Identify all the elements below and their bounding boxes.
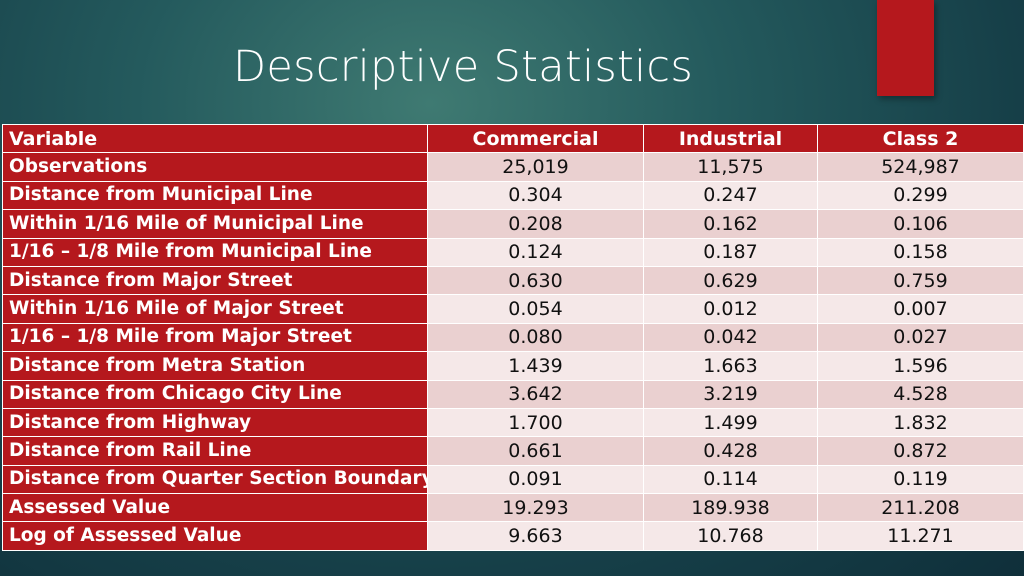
- class-2-value: 1.832: [817, 407, 1024, 438]
- row-label: Distance from Chicago City Line: [2, 379, 428, 409]
- table-row: Assessed Value 19.293 189.938 211.208: [2, 493, 1024, 523]
- header-industrial: Industrial: [643, 123, 818, 154]
- table-row: 1/16 – 1/8 Mile from Major Street 0.080 0.…: [2, 322, 1024, 353]
- industrial-value: 0.629: [643, 265, 818, 296]
- class-2-value: 0.027: [817, 322, 1024, 353]
- industrial-value: 0.247: [643, 180, 818, 211]
- row-label: Assessed Value: [2, 493, 428, 523]
- commercial-value: 9.663: [427, 521, 644, 551]
- row-label: Distance from Major Street: [2, 265, 428, 296]
- industrial-value: 189.938: [643, 493, 818, 523]
- row-label: Within 1/16 Mile of Major Street: [2, 294, 428, 324]
- row-label: 1/16 – 1/8 Mile from Major Street: [2, 322, 428, 353]
- row-label: Distance from Rail Line: [2, 436, 428, 466]
- accent-bar: [877, 0, 934, 96]
- commercial-value: 1.439: [427, 351, 644, 381]
- table-row: Within 1/16 Mile of Municipal Line 0.208 0…: [2, 209, 1024, 239]
- slide-title: Descriptive Statistics: [233, 42, 694, 92]
- industrial-value: 0.042: [643, 322, 818, 353]
- table-row: Distance from Major Street 0.630 0.629 0.75…: [2, 265, 1024, 296]
- class-2-value: 1.596: [817, 351, 1024, 381]
- row-label: Within 1/16 Mile of Municipal Line: [2, 209, 428, 239]
- row-label: Distance from Quarter Section Boundary: [2, 464, 428, 495]
- table-row: Distance from Metra Station 1.439 1.663 1.5…: [2, 351, 1024, 381]
- industrial-value: 3.219: [643, 379, 818, 409]
- commercial-value: 0.661: [427, 436, 644, 466]
- row-label: Distance from Municipal Line: [2, 180, 428, 211]
- commercial-value: 3.642: [427, 379, 644, 409]
- industrial-value: 1.499: [643, 407, 818, 438]
- table-body: Observations 25,019 11,575 524,987 Distance …: [2, 152, 1024, 551]
- class-2-value: 0.158: [817, 237, 1024, 267]
- table-row: Distance from Chicago City Line 3.642 3.21…: [2, 379, 1024, 409]
- row-label: Log of Assessed Value: [2, 521, 428, 551]
- industrial-value: 0.114: [643, 464, 818, 495]
- header-commercial: Commercial: [427, 123, 644, 154]
- commercial-value: 0.630: [427, 265, 644, 296]
- commercial-value: 0.091: [427, 464, 644, 495]
- industrial-value: 10.768: [643, 521, 818, 551]
- table-row: Observations 25,019 11,575 524,987: [2, 152, 1024, 182]
- table-row: Distance from Municipal Line 0.304 0.247 0.…: [2, 180, 1024, 211]
- industrial-value: 0.162: [643, 209, 818, 239]
- commercial-value: 0.080: [427, 322, 644, 353]
- commercial-value: 25,019: [427, 152, 644, 182]
- header-variable: Variable: [2, 123, 428, 154]
- commercial-value: 0.124: [427, 237, 644, 267]
- row-label: 1/16 – 1/8 Mile from Municipal Line: [2, 237, 428, 267]
- row-label: Distance from Metra Station: [2, 351, 428, 381]
- header-class-2: Class 2: [817, 123, 1024, 154]
- table-row: Distance from Rail Line 0.661 0.428 0.872: [2, 436, 1024, 466]
- industrial-value: 1.663: [643, 351, 818, 381]
- class-2-value: 0.007: [817, 294, 1024, 324]
- row-label: Distance from Highway: [2, 407, 428, 438]
- class-2-value: 0.872: [817, 436, 1024, 466]
- commercial-value: 0.304: [427, 180, 644, 211]
- table-row: Within 1/16 Mile of Major Street 0.054 0.0…: [2, 294, 1024, 324]
- industrial-value: 0.187: [643, 237, 818, 267]
- industrial-value: 11,575: [643, 152, 818, 182]
- class-2-value: 11.271: [817, 521, 1024, 551]
- table-row: Distance from Quarter Section Boundary 0.…: [2, 464, 1024, 495]
- commercial-value: 19.293: [427, 493, 644, 523]
- class-2-value: 0.119: [817, 464, 1024, 495]
- table-row: Distance from Highway 1.700 1.499 1.832: [2, 407, 1024, 438]
- class-2-value: 0.299: [817, 180, 1024, 211]
- class-2-value: 0.106: [817, 209, 1024, 239]
- class-2-value: 0.759: [817, 265, 1024, 296]
- class-2-value: 524,987: [817, 152, 1024, 182]
- table-row: 1/16 – 1/8 Mile from Municipal Line 0.124…: [2, 237, 1024, 267]
- industrial-value: 0.012: [643, 294, 818, 324]
- class-2-value: 211.208: [817, 493, 1024, 523]
- commercial-value: 0.054: [427, 294, 644, 324]
- descriptive-statistics-table: Variable Commercial Industrial Class 2 O…: [2, 123, 1024, 551]
- row-label: Observations: [2, 152, 428, 182]
- table-row: Log of Assessed Value 9.663 10.768 11.271: [2, 521, 1024, 551]
- table-header-row: Variable Commercial Industrial Class 2: [2, 123, 1024, 154]
- class-2-value: 4.528: [817, 379, 1024, 409]
- commercial-value: 0.208: [427, 209, 644, 239]
- industrial-value: 0.428: [643, 436, 818, 466]
- commercial-value: 1.700: [427, 407, 644, 438]
